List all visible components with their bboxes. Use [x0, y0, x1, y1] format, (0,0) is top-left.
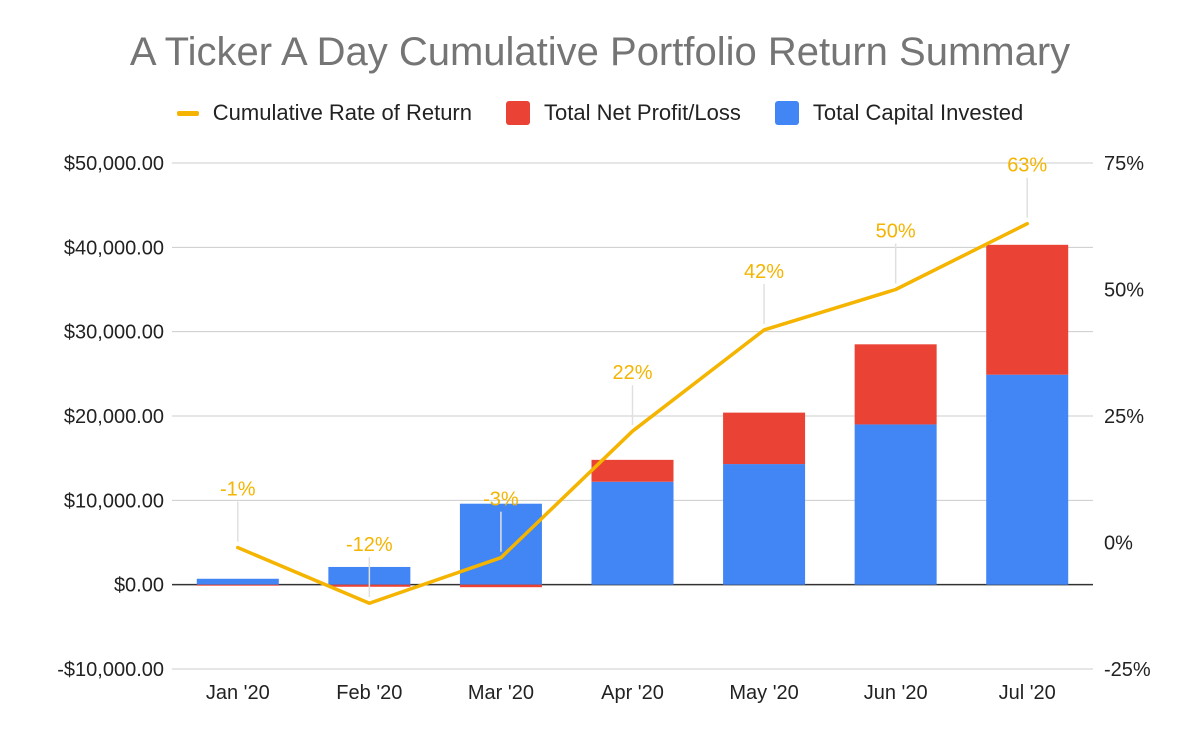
line-cumulative-return	[236, 221, 1029, 605]
x-tick-label: Jul '20	[999, 682, 1056, 704]
legend-swatch-box	[774, 101, 799, 125]
data-label-return: -3%	[483, 489, 519, 511]
legend-label: Total Capital Invested	[812, 100, 1024, 125]
y-right-tick-label: -25%	[1104, 659, 1151, 681]
bar-capital-invested	[196, 578, 279, 585]
data-label-return: 63%	[1007, 155, 1047, 177]
legend-item-cumulative-return[interactable]: Cumulative Rate of Return	[176, 100, 472, 126]
x-tick-label: Jan '20	[206, 682, 270, 704]
y-left-tick-label: -$10,000.00	[57, 659, 164, 681]
x-tick-label: Feb '20	[336, 682, 402, 704]
bar-capital-invested	[854, 424, 937, 585]
data-label-return: 42%	[744, 261, 784, 283]
legend-item-capital-invested[interactable]: Total Capital Invested	[774, 100, 1024, 126]
data-label-return: 50%	[876, 221, 916, 243]
data-label-return: 22%	[612, 362, 652, 384]
y-left-tick-label: $40,000.00	[64, 237, 164, 259]
x-tick-label: May '20	[729, 682, 798, 704]
y-right-tick-label: 0%	[1104, 533, 1133, 555]
legend-swatch-line	[176, 110, 199, 116]
legend-swatch-box	[506, 101, 530, 125]
y-right-tick-label: 75%	[1104, 153, 1144, 175]
y-left-tick-label: $50,000.00	[64, 153, 164, 175]
bar-net-loss	[196, 584, 279, 586]
x-tick-label: Mar '20	[468, 682, 534, 704]
bar-capital-invested	[591, 481, 674, 585]
x-tick-label: Jun '20	[864, 682, 928, 704]
legend: Cumulative Rate of Return Total Net Prof…	[0, 98, 1200, 128]
y-left-tick-label: $30,000.00	[64, 322, 164, 344]
y-left-tick-label: $20,000.00	[64, 406, 164, 428]
bar-capital-invested	[723, 464, 806, 585]
legend-item-net-profit-loss[interactable]: Total Net Profit/Loss	[506, 100, 741, 126]
bar-net-profit	[591, 459, 674, 482]
data-label-return: -1%	[220, 479, 256, 501]
legend-label: Total Net Profit/Loss	[544, 100, 741, 125]
y-left-tick-label: $10,000.00	[64, 490, 164, 512]
legend-label: Cumulative Rate of Return	[212, 100, 472, 125]
bar-net-profit	[854, 344, 937, 425]
y-right-tick-label: 50%	[1104, 280, 1144, 302]
x-tick-label: Apr '20	[601, 682, 664, 704]
y-right-tick-label: 25%	[1104, 406, 1144, 428]
y-left-tick-label: $0.00	[114, 575, 164, 597]
bar-capital-invested	[986, 374, 1069, 585]
chart-title: A Ticker A Day Cumulative Portfolio Retu…	[129, 30, 1071, 74]
bar-net-loss	[459, 584, 542, 588]
bar-net-profit	[986, 244, 1069, 375]
bar-net-profit	[723, 412, 806, 465]
data-label-return: -12%	[346, 534, 393, 556]
